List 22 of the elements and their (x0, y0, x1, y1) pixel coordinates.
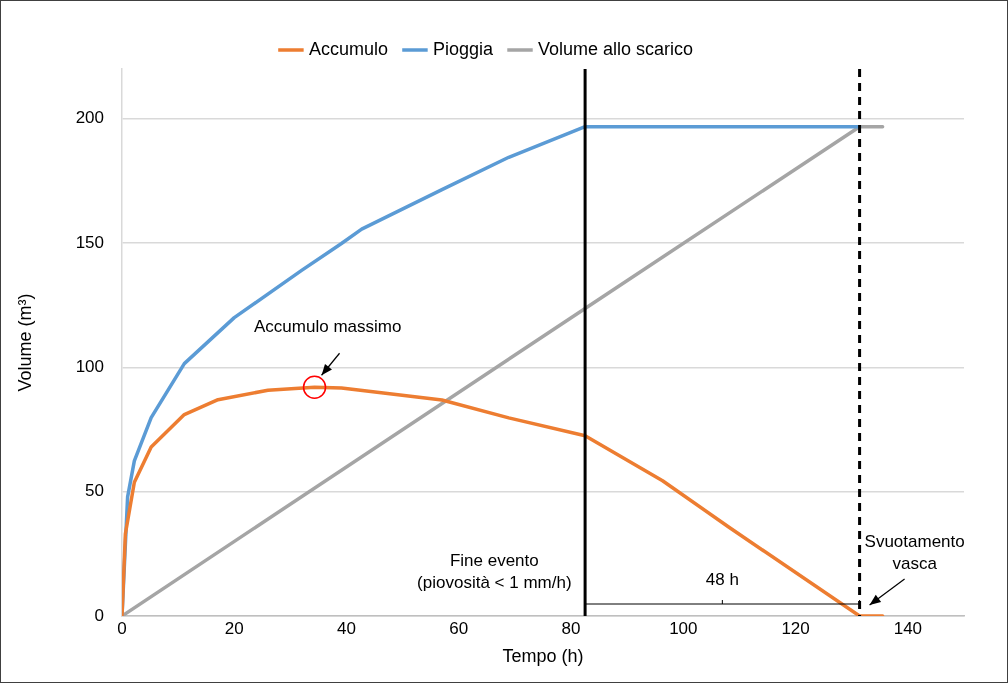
y-axis-title: Volume (m³) (14, 293, 35, 392)
annotation: 48 h (705, 569, 739, 591)
ref-line-label: Fine evento (piovosità < 1 mm/h) (417, 550, 572, 594)
y-tick-label: 100 (75, 357, 104, 377)
legend-label: Accumulo (308, 38, 388, 59)
x-tick-label: 20 (224, 618, 244, 638)
y-tick-label: 0 (94, 605, 104, 625)
x-tick-label: 100 (669, 618, 698, 638)
x-tick-label: 120 (781, 618, 810, 638)
x-tick-label: 60 (449, 618, 469, 638)
x-axis-title: Tempo (h) (502, 646, 584, 667)
x-tick-label: 140 (893, 618, 923, 638)
legend-label: Pioggia (432, 38, 494, 59)
annotation: Accumulo massimo (254, 316, 402, 339)
y-tick-label: 50 (85, 481, 104, 501)
y-tick-label: 150 (75, 232, 104, 252)
x-tick-label: 40 (337, 618, 356, 638)
ref-line-label: Svuotamento vasca (864, 531, 965, 575)
x-tick-label: 0 (117, 618, 127, 638)
x-tick-label: 80 (561, 618, 581, 638)
y-tick-label: 200 (75, 108, 104, 128)
legend-label: Volume allo scarico (538, 38, 694, 59)
